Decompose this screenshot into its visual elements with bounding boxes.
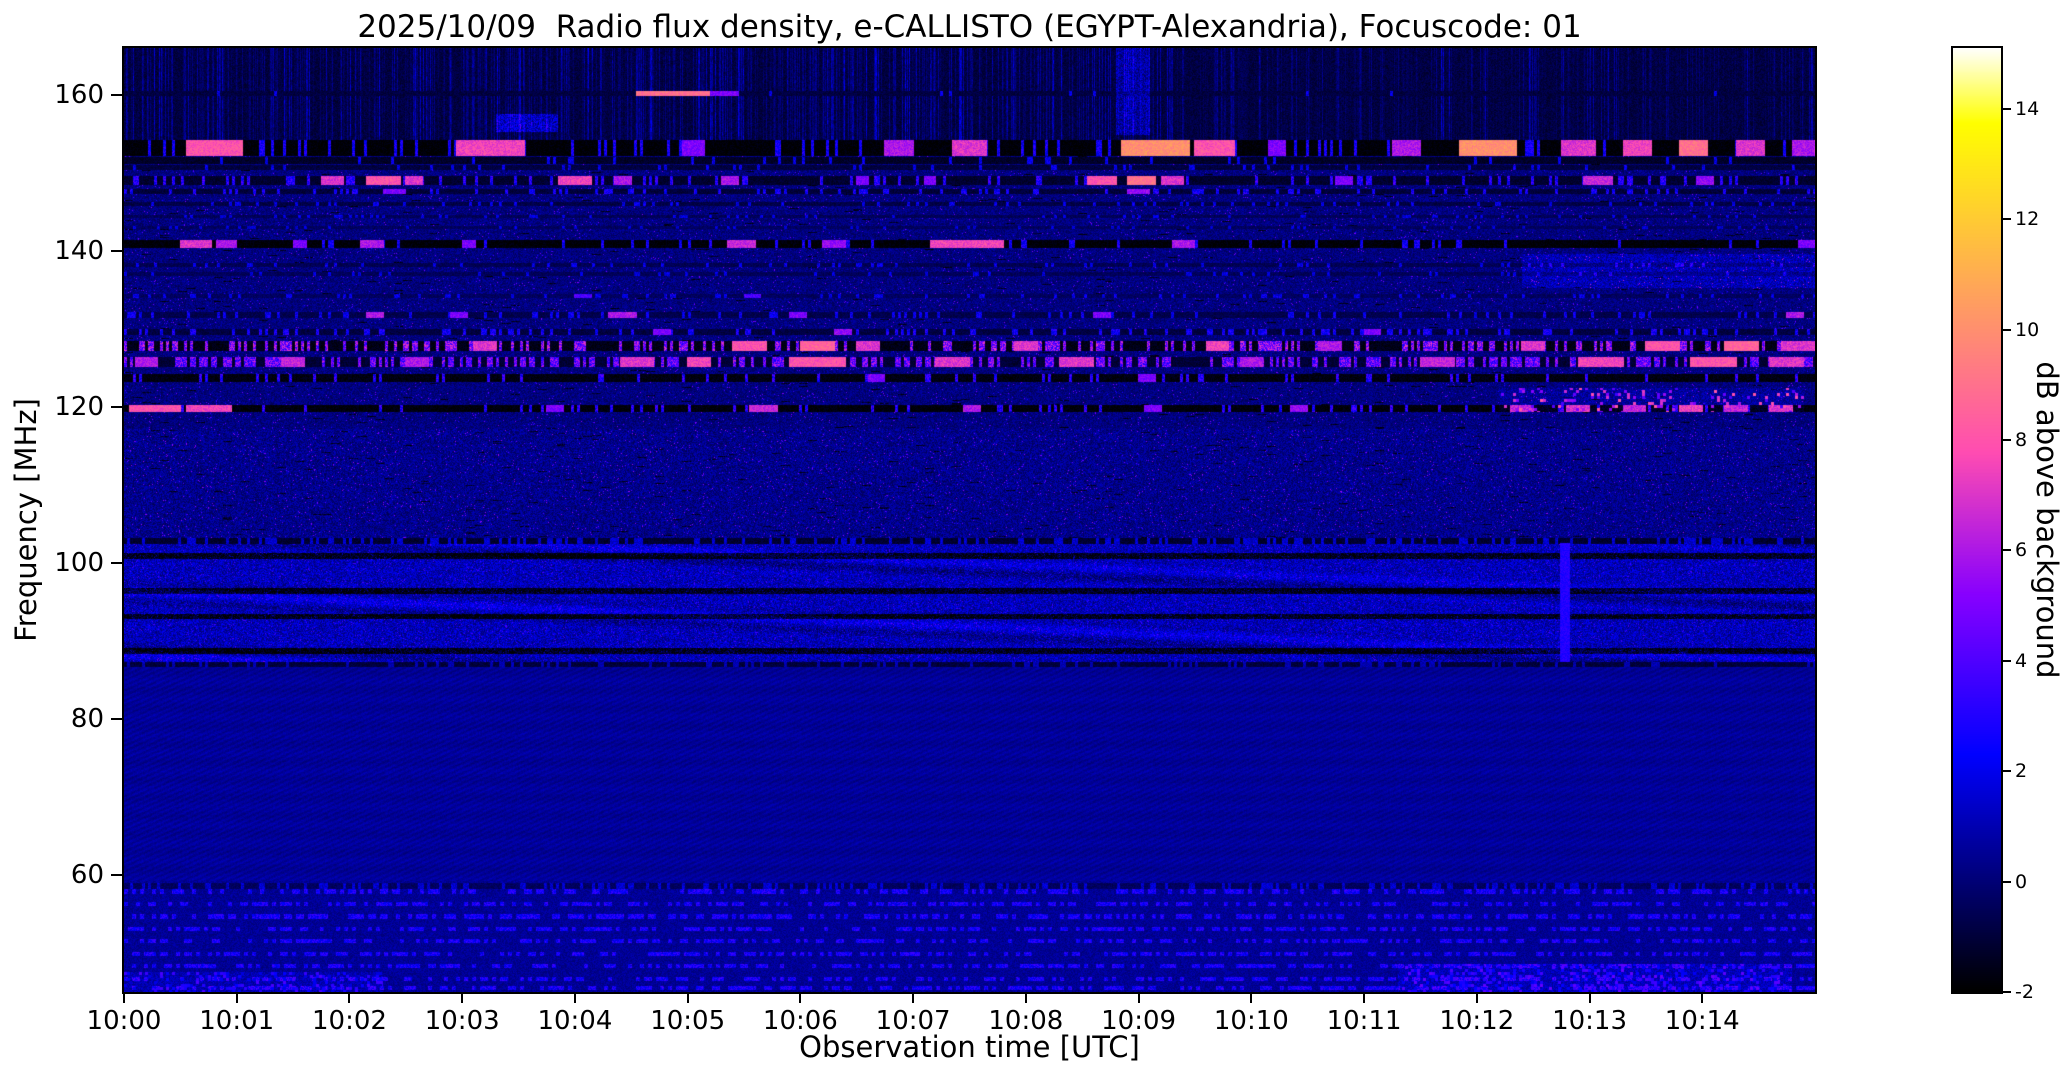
- colorbar-tick-label: 14: [2015, 97, 2040, 120]
- x-tick-mark: [348, 994, 351, 1003]
- y-tick-label: 160: [54, 79, 104, 110]
- y-tick-mark: [111, 561, 122, 564]
- x-tick-mark: [1363, 994, 1366, 1003]
- colorbar: [1951, 46, 2003, 994]
- colorbar-label: dB above background: [2030, 361, 2064, 679]
- colorbar-tick-label: 2: [2015, 760, 2028, 783]
- x-tick-mark: [461, 994, 464, 1003]
- plot-area: [122, 46, 1817, 994]
- colorbar-tick-label: 6: [2015, 539, 2028, 562]
- x-tick-mark: [573, 994, 576, 1003]
- y-tick-mark: [111, 873, 122, 876]
- colorbar-tick-mark: [2003, 991, 2011, 993]
- x-tick-mark: [1250, 994, 1253, 1003]
- y-tick-mark: [111, 249, 122, 252]
- colorbar-tick-label: 12: [2015, 208, 2040, 231]
- y-tick-mark: [111, 405, 122, 408]
- y-tick-label: 60: [70, 859, 104, 890]
- colorbar-tick-label: 0: [2015, 870, 2028, 893]
- x-tick-mark: [799, 994, 802, 1003]
- y-tick-mark: [111, 717, 122, 720]
- colorbar-tick-mark: [2003, 328, 2011, 331]
- chart-title: 2025/10/09 Radio flux density, e-CALLIST…: [357, 9, 1582, 45]
- colorbar-tick-label: -2: [2015, 981, 2034, 1003]
- colorbar-tick-label: 8: [2015, 428, 2028, 451]
- colorbar-tick-mark: [2003, 218, 2011, 221]
- x-tick-mark: [123, 994, 125, 1003]
- colorbar-tick-mark: [2003, 438, 2011, 441]
- colorbar-tick-mark: [2003, 107, 2011, 110]
- x-tick-mark: [912, 994, 915, 1003]
- spectrogram-canvas: [124, 48, 1815, 992]
- x-tick-mark: [1475, 994, 1478, 1003]
- colorbar-tick-label: 10: [2015, 318, 2040, 341]
- colorbar-tick-mark: [2003, 770, 2011, 773]
- x-tick-mark: [1137, 994, 1140, 1003]
- colorbar-tick-mark: [2003, 659, 2011, 662]
- colorbar-tick-label: 4: [2015, 649, 2028, 672]
- colorbar-tick-mark: [2003, 549, 2011, 552]
- x-tick-mark: [1701, 994, 1704, 1003]
- colorbar-canvas: [1953, 48, 2001, 992]
- x-axis-label: Observation time [UTC]: [799, 1030, 1140, 1064]
- x-tick-mark: [235, 994, 238, 1003]
- x-tick-mark: [1588, 994, 1591, 1003]
- x-tick-mark: [1024, 994, 1027, 1003]
- y-tick-label: 140: [54, 235, 104, 266]
- colorbar-tick-mark: [2003, 880, 2011, 883]
- y-tick-label: 80: [70, 703, 104, 734]
- y-tick-mark: [111, 93, 122, 96]
- y-axis-label: Frequency [MHz]: [9, 398, 43, 642]
- x-tick-mark: [686, 994, 689, 1003]
